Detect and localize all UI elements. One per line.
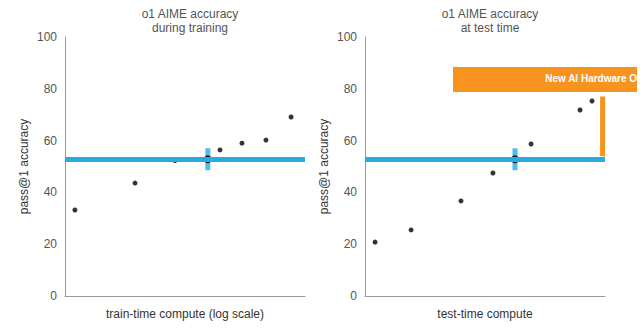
- svg-text:at test time: at test time: [461, 21, 520, 35]
- svg-text:0: 0: [350, 289, 357, 303]
- svg-text:40: 40: [344, 185, 358, 199]
- svg-text:60: 60: [44, 134, 58, 148]
- svg-text:pass@1 accuracy: pass@1 accuracy: [17, 119, 31, 215]
- svg-text:during training: during training: [152, 21, 228, 35]
- svg-text:100: 100: [337, 30, 357, 44]
- svg-text:60: 60: [344, 134, 358, 148]
- svg-text:pass@1 accuracy: pass@1 accuracy: [317, 119, 331, 215]
- svg-text:100: 100: [37, 30, 57, 44]
- svg-text:80: 80: [44, 82, 58, 96]
- svg-text:20: 20: [44, 237, 58, 251]
- svg-text:train-time compute (log scale): train-time compute (log scale): [106, 307, 264, 321]
- svg-text:0: 0: [50, 289, 57, 303]
- svg-text:80: 80: [344, 82, 358, 96]
- svg-text:New AI Hardware Opportunities: New AI Hardware Opportunities: [545, 73, 640, 84]
- svg-text:test-time compute: test-time compute: [437, 307, 533, 321]
- svg-text:20: 20: [344, 237, 358, 251]
- svg-text:o1 AIME accuracy: o1 AIME accuracy: [442, 7, 539, 21]
- svg-text:40: 40: [44, 185, 58, 199]
- svg-text:o1 AIME accuracy: o1 AIME accuracy: [142, 7, 239, 21]
